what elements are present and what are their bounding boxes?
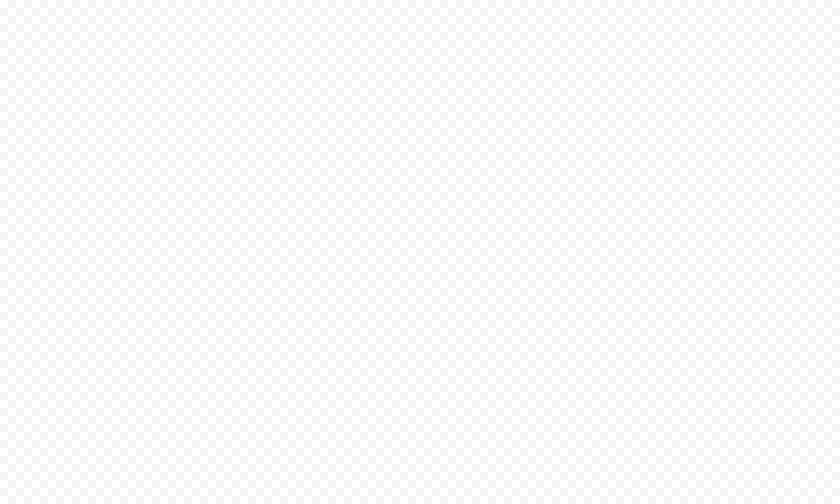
arrow-layer: [0, 0, 840, 504]
